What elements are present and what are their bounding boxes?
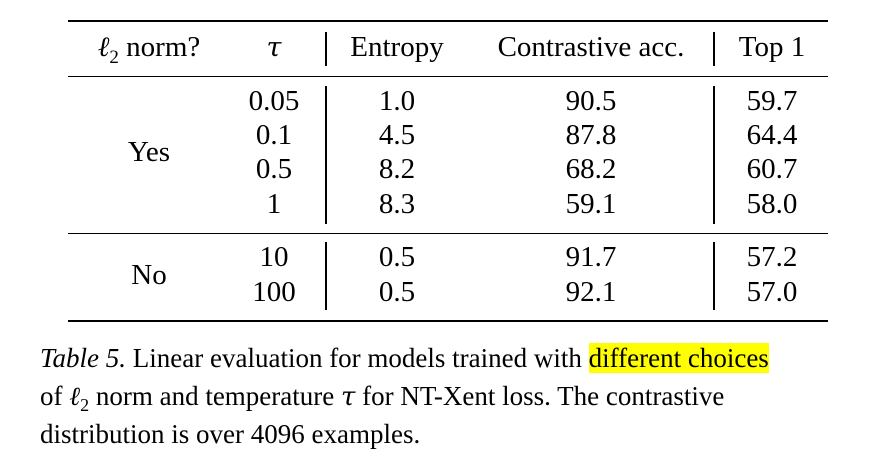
top1-cell: 58.0 (746, 188, 798, 220)
caption-ell-subscript: 2 (80, 395, 90, 415)
contrastive-acc-cell: 87.8 (565, 119, 617, 151)
group1-vline-right (713, 86, 715, 224)
top1-cell: 59.7 (746, 85, 798, 117)
header-entropy: Entropy (350, 31, 444, 63)
header-tau: τ (232, 30, 316, 64)
caption-line2-suffix: for NT-Xent loss. The contrastive (355, 381, 725, 411)
caption-line-2: of ℓ2 norm and temperature τ for NT-Xent… (40, 377, 870, 415)
caption-line-3: distribution is over 4096 examples. (40, 419, 421, 449)
table-caption: Table 5. Linear evaluation for models tr… (40, 339, 870, 453)
caption-line1-text: Linear evaluation for models trained wit… (126, 343, 589, 373)
entropy-cell: 8.2 (378, 153, 416, 185)
header-vline-right (713, 32, 715, 66)
header-contrastive-acc: Contrastive acc. (497, 31, 685, 63)
header-vline-left (325, 32, 327, 66)
caption-table-label: Table 5. (40, 343, 127, 373)
entropy-cell: 8.3 (378, 188, 416, 220)
tau-cell: 0.5 (255, 153, 293, 185)
contrastive-acc-cell: 91.7 (565, 241, 617, 273)
table-bottom-rule (68, 320, 828, 322)
tau-cell: 1 (266, 188, 282, 220)
group-label-no: No (131, 259, 167, 291)
contrastive-acc-cell: 90.5 (565, 85, 617, 117)
entropy-cell: 0.5 (378, 241, 416, 273)
contrastive-acc-cell: 59.1 (565, 188, 617, 220)
entropy-cell: 4.5 (378, 119, 416, 151)
group-divider-rule (68, 233, 828, 234)
caption-line2-prefix: of (40, 381, 70, 411)
group2-vline-right (713, 242, 715, 310)
header-ell-subscript: 2 (109, 47, 119, 68)
header-top1: Top 1 (738, 31, 806, 63)
caption-highlight: different choices (588, 343, 769, 373)
top1-cell: 64.4 (746, 119, 798, 151)
tau-cell: 0.05 (248, 85, 300, 117)
tau-cell: 100 (252, 276, 296, 308)
header-l2-norm: ℓ2 norm? (68, 30, 230, 68)
top1-cell: 57.0 (746, 276, 798, 308)
top1-cell: 60.7 (746, 153, 798, 185)
top1-cell: 57.2 (746, 241, 798, 273)
contrastive-acc-cell: 92.1 (565, 276, 617, 308)
entropy-cell: 0.5 (378, 276, 416, 308)
caption-line-1: Table 5. Linear evaluation for models tr… (40, 339, 870, 377)
header-rule (68, 76, 828, 77)
entropy-cell: 1.0 (378, 85, 416, 117)
group2-vline-left (325, 242, 327, 310)
table-top-rule (68, 20, 828, 22)
tau-cell: 10 (259, 241, 289, 273)
caption-tau-symbol: τ (341, 382, 356, 412)
group1-vline-left (325, 86, 327, 224)
header-ell-symbol: ℓ (97, 30, 110, 63)
group-label-yes: Yes (127, 136, 171, 168)
caption-ell-symbol: ℓ (69, 382, 81, 412)
caption-line2-mid: norm and temperature (89, 381, 341, 411)
header-norm-suffix: norm? (118, 31, 201, 63)
header-tau-symbol: τ (266, 32, 282, 63)
contrastive-acc-cell: 68.2 (565, 153, 617, 185)
tau-cell: 0.1 (255, 119, 293, 151)
